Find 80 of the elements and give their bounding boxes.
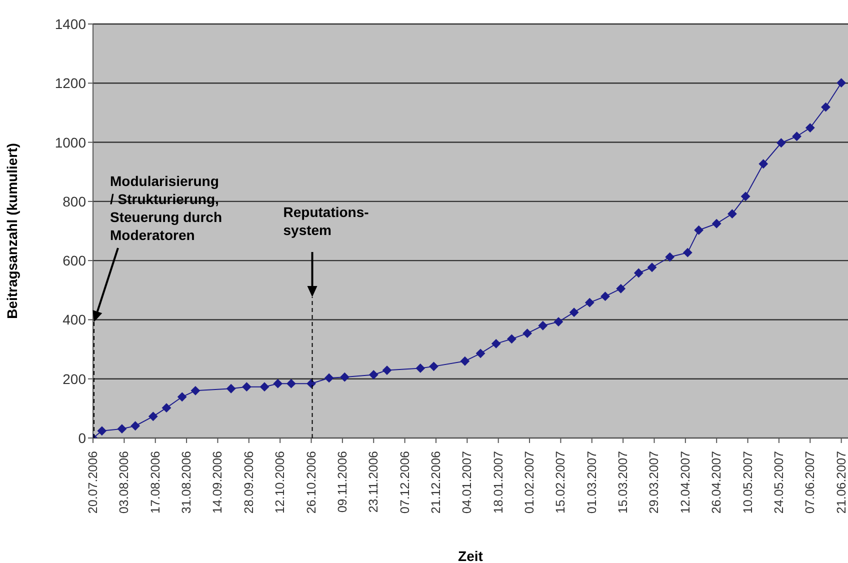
x-tick-label: 03.08.2006 — [117, 450, 132, 514]
x-tick-label: 10.05.2007 — [740, 450, 755, 514]
y-tick-label: 400 — [62, 312, 86, 328]
point — [694, 226, 704, 235]
point — [369, 370, 378, 380]
x-tick-label: 07.06.2007 — [803, 450, 818, 514]
x-tick-label: 26.04.2007 — [710, 450, 724, 514]
point — [821, 102, 830, 112]
y-tick-label: 1400 — [54, 16, 86, 32]
y-tick-label: 1000 — [54, 134, 86, 150]
y-axis-title: Beitragsanzahl (kumuliert) — [4, 143, 20, 319]
y-tick-label: 600 — [62, 252, 86, 269]
point — [634, 268, 644, 278]
point — [162, 403, 171, 412]
point — [792, 132, 802, 141]
point — [538, 321, 548, 330]
point — [585, 298, 594, 308]
x-tick-label: 21.06.2007 — [834, 450, 848, 514]
x-tick-label: 09.11.2006 — [335, 450, 350, 513]
point — [226, 384, 236, 394]
x-tick-label: 01.03.2007 — [584, 450, 599, 514]
point — [492, 339, 501, 348]
x-tick-label: 07.12.2006 — [398, 450, 412, 514]
point — [616, 284, 626, 294]
point — [522, 328, 532, 338]
point — [242, 382, 252, 392]
y-tick-label: 0 — [78, 430, 86, 446]
x-tick-label: 21.12.2006 — [428, 450, 443, 514]
point — [741, 192, 750, 201]
point — [570, 308, 579, 317]
x-tick-label: 29.03.2007 — [647, 450, 662, 514]
point — [97, 426, 106, 436]
x-tick-label: 23.11.2006 — [366, 450, 381, 513]
point — [324, 373, 334, 382]
point — [776, 138, 786, 148]
x-tick-label: 15.03.2007 — [616, 450, 630, 514]
x-tick-label: 31.08.2006 — [180, 450, 194, 514]
point — [836, 78, 846, 88]
point — [476, 348, 486, 358]
annotation: Reputations- system — [283, 204, 370, 238]
x-tick-label: 24.05.2007 — [772, 450, 786, 514]
point — [648, 262, 657, 272]
x-tick-label: 20.07.2006 — [86, 450, 100, 514]
point — [460, 356, 470, 366]
x-axis-title: Zeit — [458, 548, 484, 563]
x-tick-label: 15.02.2007 — [554, 450, 568, 514]
point — [429, 362, 438, 371]
x-tick-label: 17.08.2006 — [148, 450, 162, 514]
point — [507, 334, 516, 344]
x-tick-label: 04.01.2007 — [460, 450, 474, 514]
x-tick-label: 18.01.2007 — [491, 450, 506, 514]
point — [190, 386, 200, 396]
point — [712, 219, 722, 228]
x-tick-label: 26.10.2006 — [304, 450, 318, 514]
point — [130, 421, 140, 430]
point — [416, 364, 425, 373]
point — [600, 292, 610, 301]
point — [148, 412, 158, 421]
y-tick-label: 1200 — [54, 75, 86, 92]
point — [286, 379, 296, 388]
point — [728, 209, 737, 218]
point — [683, 248, 692, 258]
point — [273, 379, 282, 388]
point — [178, 392, 187, 402]
point — [260, 382, 269, 392]
x-tick-label: 12.10.2006 — [273, 450, 288, 514]
y-tick-label: 800 — [62, 193, 86, 210]
y-tick-label: 200 — [62, 370, 86, 387]
point — [340, 372, 350, 382]
point — [382, 366, 392, 375]
point — [665, 252, 674, 262]
x-tick-label: 14.09.2006 — [210, 450, 225, 514]
point — [554, 317, 563, 326]
point — [306, 379, 316, 388]
x-tick-label: 12.04.2007 — [678, 450, 692, 514]
point — [758, 159, 768, 168]
x-tick-label: 28.09.2006 — [242, 450, 256, 514]
point — [117, 424, 126, 434]
point — [806, 123, 815, 132]
x-tick-label: 01.02.2007 — [522, 450, 537, 514]
